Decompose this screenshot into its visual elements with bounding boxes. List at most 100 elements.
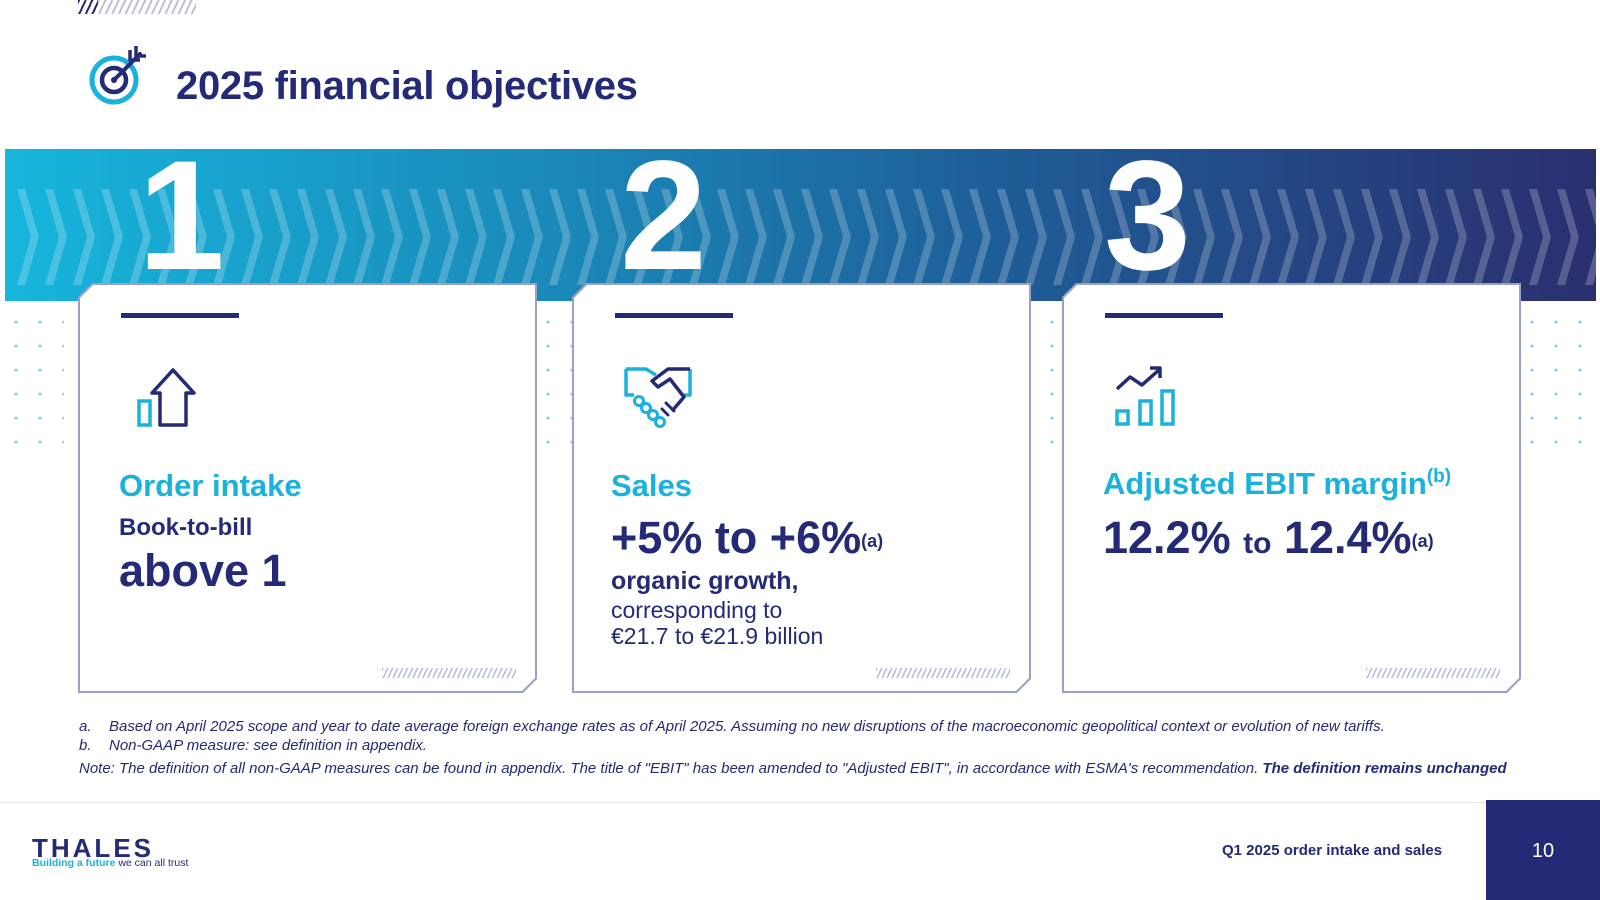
chevron-shape (241, 189, 263, 285)
sales-detail-line2: €21.7 to €21.9 billion (611, 623, 824, 649)
card-accent-bar (121, 313, 239, 318)
chevron-shape (913, 189, 935, 285)
chevron-shape (773, 189, 795, 285)
note: Note: The definition of all non-GAAP mea… (79, 760, 1507, 777)
growth-chart-icon (1115, 366, 1175, 426)
book-to-bill-label: Book-to-bill (119, 514, 253, 541)
chevron-shape (409, 189, 431, 285)
chevron-shape (1445, 189, 1467, 285)
page-number: 10 (1531, 840, 1555, 862)
card-ebit (1064, 285, 1519, 691)
order-intake-value: above 1 (119, 545, 287, 596)
chevron-shape (577, 189, 599, 285)
chevron-shape (185, 189, 207, 285)
card-number-3: 3 (1104, 129, 1191, 303)
decorative-dots (1040, 310, 1060, 445)
chevron-shape (857, 189, 879, 285)
footnote-ref-a: (a) (861, 531, 884, 551)
footnote-a: a. Based on April 2025 scope and year to… (79, 718, 1385, 735)
decorative-hatch (78, 0, 196, 14)
card-hatch (1366, 668, 1500, 678)
chevron-shape (129, 189, 151, 285)
ebit-margin-value: 12.2% to 12.4%(a) (1103, 514, 1434, 561)
card-number-1: 1 (138, 129, 225, 303)
chevron-shape (465, 189, 487, 285)
arrow-up-bar-icon (137, 368, 196, 427)
card-accent-bar (615, 313, 733, 318)
chevron-shape (1081, 189, 1103, 285)
chevron-shape (325, 189, 347, 285)
chevron-shape (45, 189, 67, 285)
chevron-shape (1333, 189, 1355, 285)
chevron-shape (1053, 189, 1075, 285)
page-number-box: 10 (1486, 800, 1600, 900)
chevron-shape (381, 189, 403, 285)
decorative-dots (4, 310, 64, 445)
footer-caption: Q1 2025 order intake and sales (1222, 842, 1443, 859)
chevron-shape (1109, 189, 1131, 285)
chevron-shape (269, 189, 291, 285)
sales-detail-line1: corresponding to (611, 597, 783, 623)
chevron-shape (1473, 189, 1495, 285)
chevron-shape (549, 189, 571, 285)
ebit-high: 12.4% (1283, 512, 1412, 563)
chevron-shape (633, 189, 655, 285)
chevron-shape (605, 189, 627, 285)
chevron-shape (1249, 189, 1271, 285)
thales-logo: THALES (32, 833, 154, 863)
handshake-icon (624, 367, 692, 428)
chevron-shape (1557, 189, 1579, 285)
chevron-shape (157, 189, 179, 285)
ebit-low: 12.2% (1103, 512, 1231, 563)
chevron-shape (745, 189, 767, 285)
sales-value: +5% to +6%(a) (611, 514, 883, 561)
chevron-shape (1165, 189, 1187, 285)
chevron-shape (885, 189, 907, 285)
target-arrow-icon (89, 46, 146, 105)
chevron-shape (1585, 189, 1596, 285)
card-hatch (876, 668, 1010, 678)
chevron-shape (1501, 189, 1523, 285)
chevron-shape (73, 189, 95, 285)
card-order-intake (80, 285, 535, 691)
logo-tagline: Building a future we can all trust (32, 857, 189, 869)
ebit-margin-label: Adjusted EBIT margin(b) (1103, 466, 1452, 501)
sales-label: Sales (611, 468, 693, 503)
chevron-shape (297, 189, 319, 285)
chevron-shape (1417, 189, 1439, 285)
chevron-shape (801, 189, 823, 285)
card-hatch (382, 668, 516, 678)
chevron-shape (941, 189, 963, 285)
chevron-shape (1305, 189, 1327, 285)
footnotes: a. Based on April 2025 scope and year to… (79, 717, 1579, 778)
footer-divider (0, 802, 1486, 803)
chevron-shape (437, 189, 459, 285)
chevron-shape (521, 189, 543, 285)
chevron-shape (1389, 189, 1411, 285)
chevron-shape (101, 189, 123, 285)
chevron-shape (213, 189, 235, 285)
sales-growth-range: +5% to +6% (611, 512, 862, 563)
chevron-shape (1529, 189, 1551, 285)
chevron-shape (997, 189, 1019, 285)
chevron-shape (969, 189, 991, 285)
card-number-2: 2 (620, 129, 707, 303)
chevron-shape (1193, 189, 1215, 285)
chevron-shape (661, 189, 683, 285)
chevron-shape (1025, 189, 1047, 285)
chevron-shape (1221, 189, 1243, 285)
chevron-shape (353, 189, 375, 285)
ebit-connector: to (1243, 527, 1272, 560)
chevron-shape (829, 189, 851, 285)
decorative-dots (536, 310, 572, 445)
card-accent-bar (1105, 313, 1223, 318)
page-title: 2025 financial objectives (176, 64, 638, 108)
chevron-shape (689, 189, 711, 285)
decorative-dots (1520, 310, 1600, 445)
footnote-b: b. Non-GAAP measure: see definition in a… (79, 737, 427, 754)
card-sales (574, 285, 1029, 691)
chevron-shape (1277, 189, 1299, 285)
chevron-shape (717, 189, 739, 285)
footnote-ref-b: (b) (1426, 466, 1452, 487)
footnote-ref-a: (a) (1411, 531, 1434, 551)
